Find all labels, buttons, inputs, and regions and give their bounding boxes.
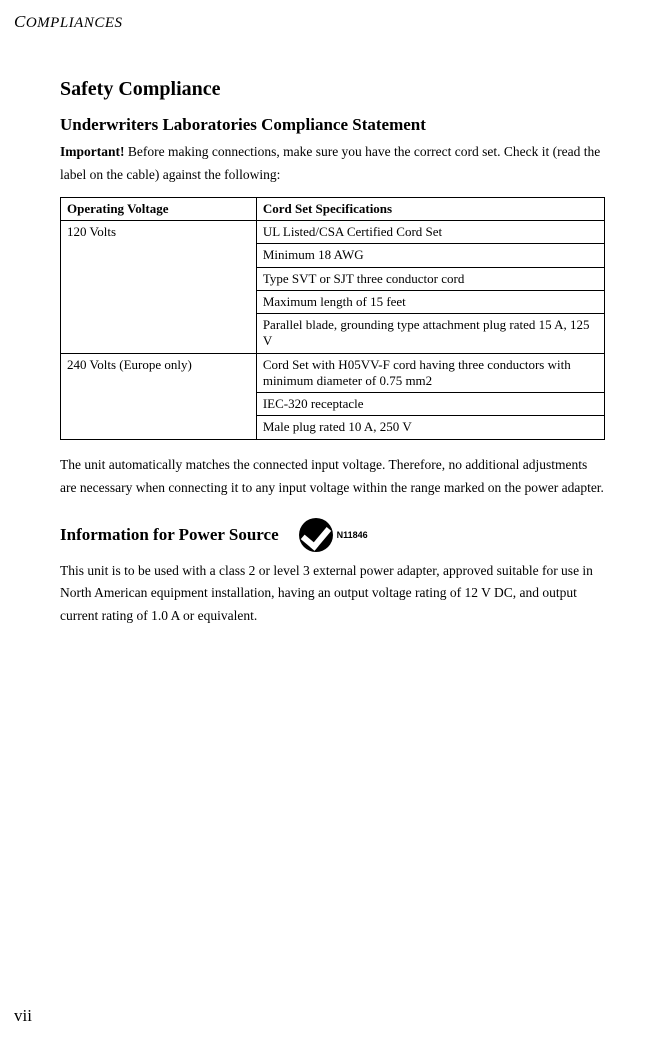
important-text: Before making connections, make sure you… xyxy=(60,144,600,182)
table-row: 120 Volts UL Listed/CSA Certified Cord S… xyxy=(61,221,605,244)
td-voltage-240: 240 Volts (Europe only) xyxy=(61,353,257,439)
after-table-paragraph: The unit automatically matches the conne… xyxy=(60,454,605,500)
power-source-paragraph: This unit is to be used with a class 2 o… xyxy=(60,560,605,629)
th-voltage: Operating Voltage xyxy=(61,197,257,220)
td-spec: Cord Set with H05VV-F cord having three … xyxy=(256,353,604,393)
section-ul-heading: Underwriters Laboratories Compliance Sta… xyxy=(60,115,605,135)
power-source-heading-row: Information for Power Source N11846 xyxy=(60,518,605,552)
td-spec: Maximum length of 15 feet xyxy=(256,290,604,313)
td-spec: Male plug rated 10 A, 250 V xyxy=(256,416,604,439)
td-voltage-120: 120 Volts xyxy=(61,221,257,354)
tick-label: N11846 xyxy=(337,530,368,540)
important-label: Important! xyxy=(60,144,125,159)
td-spec: Parallel blade, grounding type attachmen… xyxy=(256,314,604,354)
important-paragraph: Important! Before making connections, ma… xyxy=(60,141,605,187)
page-number: vii xyxy=(14,1006,32,1026)
table-header-row: Operating Voltage Cord Set Specification… xyxy=(61,197,605,220)
tick-icon xyxy=(299,518,333,552)
td-spec: Type SVT or SJT three conductor cord xyxy=(256,267,604,290)
compliance-mark: N11846 xyxy=(299,518,368,552)
td-spec: Minimum 18 AWG xyxy=(256,244,604,267)
table-row: 240 Volts (Europe only) Cord Set with H0… xyxy=(61,353,605,393)
page-content: Safety Compliance Underwriters Laborator… xyxy=(60,78,605,638)
td-spec: UL Listed/CSA Certified Cord Set xyxy=(256,221,604,244)
th-spec: Cord Set Specifications xyxy=(256,197,604,220)
page-title: Safety Compliance xyxy=(60,78,605,101)
header-rest: OMPLIANCES xyxy=(26,15,123,31)
running-header: COMPLIANCES xyxy=(14,12,123,32)
cord-spec-table: Operating Voltage Cord Set Specification… xyxy=(60,197,605,440)
header-cap: C xyxy=(14,12,26,31)
section-power-heading: Information for Power Source xyxy=(60,525,279,545)
td-spec: IEC-320 receptacle xyxy=(256,393,604,416)
